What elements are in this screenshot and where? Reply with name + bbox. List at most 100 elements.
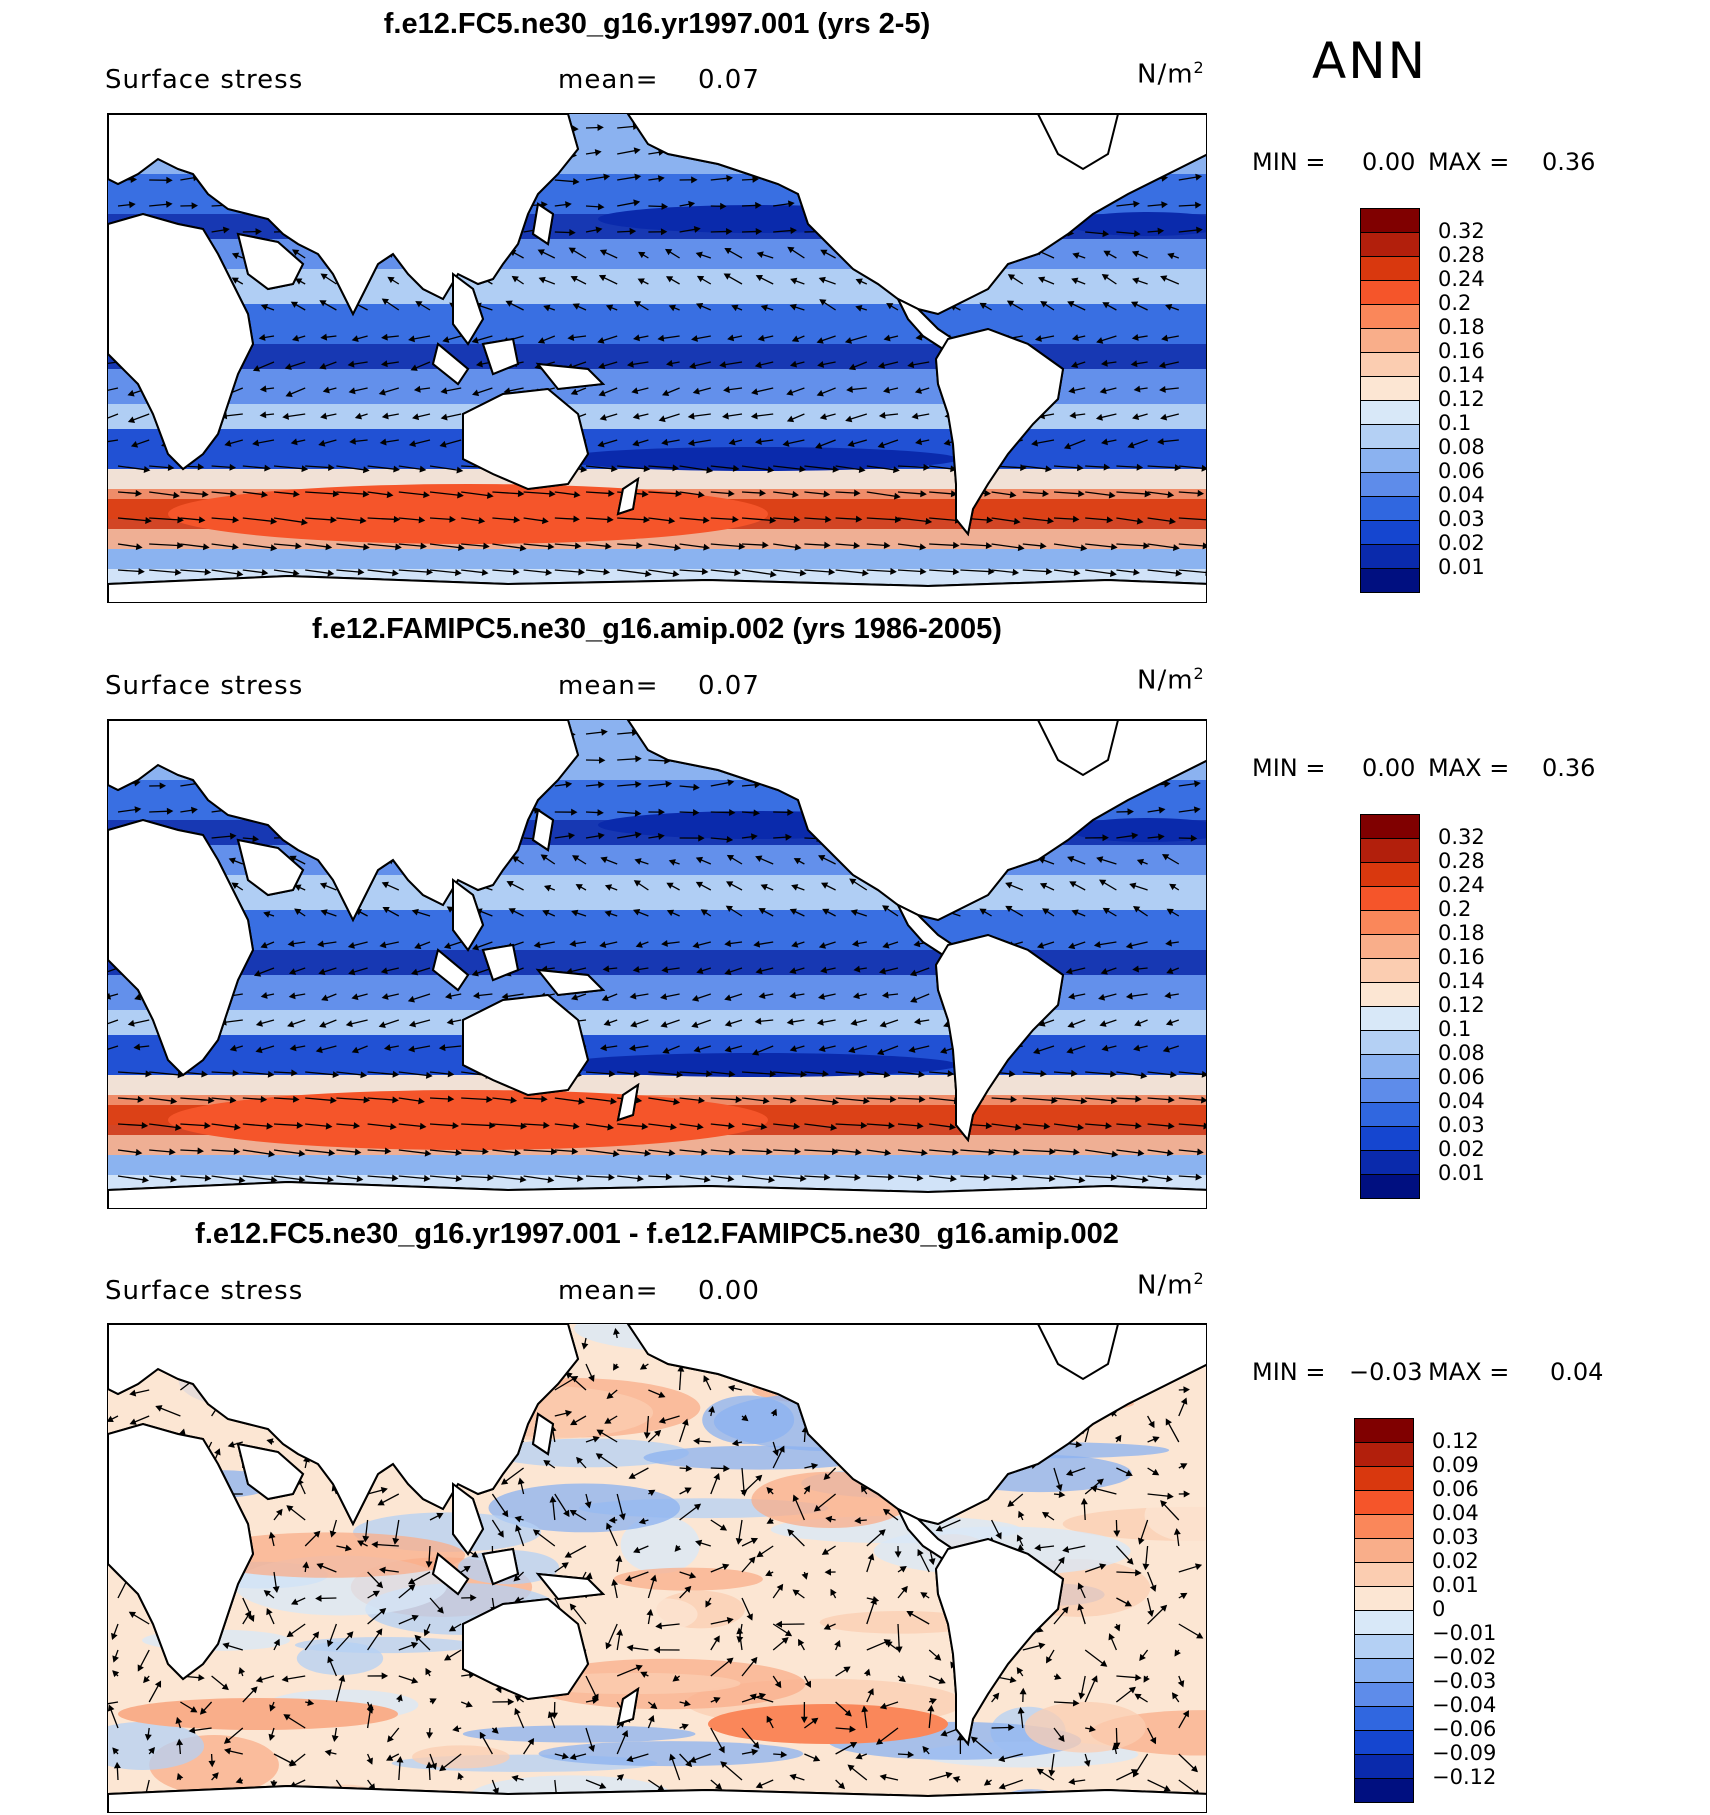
vector-shaft	[960, 569, 994, 573]
vector-head	[774, 1680, 782, 1689]
colorbar-label: 0.32	[1438, 825, 1485, 849]
vector-head	[722, 1563, 730, 1571]
vector-shaft	[866, 517, 901, 521]
vector-head	[538, 276, 546, 284]
vector-head	[725, 227, 733, 235]
colorbar-label: 0	[1432, 1597, 1446, 1621]
vector-head	[792, 490, 799, 498]
vector-head	[789, 992, 797, 999]
vector-head	[268, 1531, 276, 1539]
vector-head	[253, 970, 262, 977]
vector-head	[1167, 1492, 1174, 1500]
vector-head	[244, 1610, 252, 1618]
vector-head	[726, 835, 734, 843]
vector-head	[1096, 337, 1104, 344]
colorbar-label: 0.01	[1438, 1161, 1485, 1185]
vector-head	[315, 1046, 323, 1054]
vector-head	[1131, 334, 1139, 341]
vector-head	[928, 1558, 936, 1566]
vector-head	[167, 464, 175, 472]
vector-head	[1089, 1725, 1096, 1733]
panel-3-max-label: MAX =	[1428, 1358, 1510, 1386]
vector-head	[898, 1675, 906, 1683]
colorbar-label: 0.03	[1432, 1525, 1479, 1549]
vector-head	[1163, 1785, 1171, 1792]
vector-head	[599, 941, 607, 949]
vector-head	[381, 412, 389, 420]
vector-shaft	[108, 1701, 119, 1705]
vector-head	[392, 569, 399, 577]
vector-head	[594, 149, 602, 156]
vector-head	[605, 542, 612, 550]
vector-head	[569, 1753, 577, 1761]
vector-head	[291, 334, 300, 342]
vector-head	[724, 247, 732, 255]
vector-head	[661, 939, 668, 947]
vector-head	[197, 463, 205, 471]
vector-head	[569, 940, 577, 947]
vector-shaft	[1053, 543, 1087, 550]
vector-head	[224, 1747, 232, 1755]
vector-head	[676, 1071, 684, 1079]
vector-head	[1166, 1175, 1173, 1183]
vector-head	[1099, 879, 1107, 886]
vector-head	[444, 992, 452, 1000]
vector-shaft	[773, 569, 806, 575]
vector-head	[799, 465, 806, 473]
vector-head	[657, 832, 665, 840]
vector-shaft	[367, 1071, 398, 1076]
vector-head	[285, 390, 293, 398]
vector-head	[782, 440, 790, 447]
vector-shaft	[367, 517, 399, 521]
vector-shaft	[741, 1175, 774, 1181]
vector-head	[758, 992, 766, 1000]
vector-head	[749, 1693, 757, 1701]
vector-head	[420, 542, 427, 550]
vector-head	[351, 993, 359, 1001]
vector-head	[901, 1585, 908, 1593]
colorbar-swatch	[1360, 1126, 1420, 1151]
vector-head	[1068, 386, 1076, 394]
vector-head	[812, 1755, 821, 1762]
vector-shaft	[835, 1097, 869, 1102]
vector-shaft	[273, 465, 307, 470]
vector-head	[726, 1617, 734, 1624]
vector-head	[1102, 230, 1110, 238]
vector-shaft	[398, 1149, 431, 1155]
vector-head	[597, 809, 604, 817]
vector-shaft	[461, 491, 493, 497]
land-mass-overlay	[108, 1784, 1206, 1812]
vector-head	[600, 1044, 607, 1052]
vector-shaft	[242, 1175, 277, 1181]
vector-head	[383, 1044, 391, 1051]
vector-head	[1165, 939, 1172, 947]
vector-shaft	[492, 543, 526, 550]
vector-head	[681, 1723, 689, 1731]
vector-head	[318, 439, 326, 447]
vector-head	[1160, 1604, 1168, 1612]
vector-head	[755, 1474, 763, 1482]
vector-head	[508, 908, 516, 915]
vector-head	[287, 1020, 295, 1028]
vector-head	[440, 387, 448, 395]
colorbar-swatch	[1360, 304, 1420, 329]
vector-head	[665, 276, 674, 283]
vector-head	[893, 466, 900, 474]
vector-head	[501, 1510, 509, 1518]
vector-head	[199, 1707, 207, 1715]
land-mass-overlay	[531, 808, 555, 852]
vector-head	[1037, 276, 1046, 284]
vector-head	[1183, 1386, 1190, 1394]
vector-head	[1069, 881, 1077, 888]
vector-shaft	[1085, 1149, 1118, 1156]
vector-head	[683, 1699, 691, 1707]
vector-head	[1177, 1680, 1185, 1688]
vector-head	[332, 1071, 340, 1079]
vector-head	[661, 966, 669, 974]
vector-head	[547, 1176, 555, 1184]
vector-head	[330, 516, 337, 524]
colorbar-swatch	[1354, 1442, 1414, 1467]
vector-head	[134, 806, 142, 814]
vector-head	[1078, 1176, 1086, 1184]
vector-head	[471, 389, 480, 397]
